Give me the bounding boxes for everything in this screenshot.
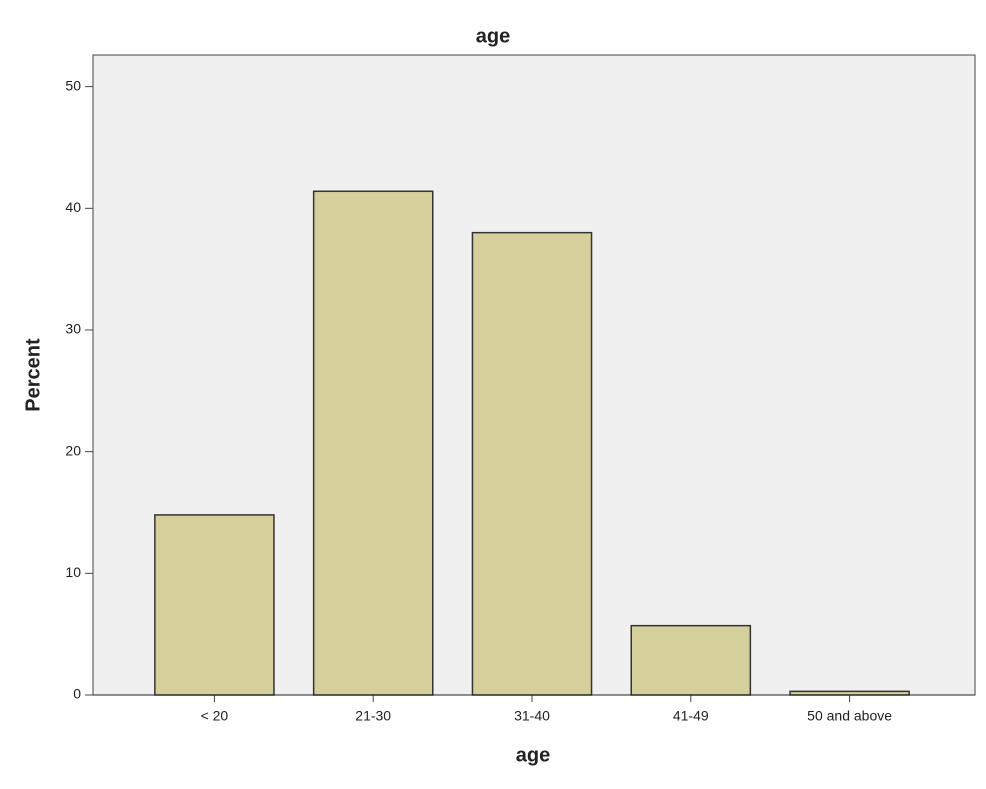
x-tick-label: 31-40 [514, 708, 550, 724]
bar [471, 231, 593, 696]
y-tick-label: 50 [65, 77, 81, 93]
x-tick-label: 41-49 [673, 708, 709, 724]
x-axis-label: age [516, 744, 550, 766]
bar [630, 624, 752, 696]
x-tick-label: 21-30 [355, 708, 391, 724]
bar [789, 690, 910, 696]
y-tick-label: 30 [65, 321, 81, 337]
bar [154, 514, 275, 696]
x-tick-label: < 20 [201, 708, 229, 724]
chart-title: age [476, 25, 510, 47]
y-tick-label: 20 [65, 442, 81, 458]
y-tick-label: 0 [73, 686, 81, 702]
x-tick-label: 50 and above [807, 708, 892, 724]
y-tick-label: 10 [65, 564, 81, 580]
y-axis-label: Percent [22, 338, 44, 412]
y-tick-label: 40 [65, 199, 81, 215]
bar [312, 190, 434, 696]
